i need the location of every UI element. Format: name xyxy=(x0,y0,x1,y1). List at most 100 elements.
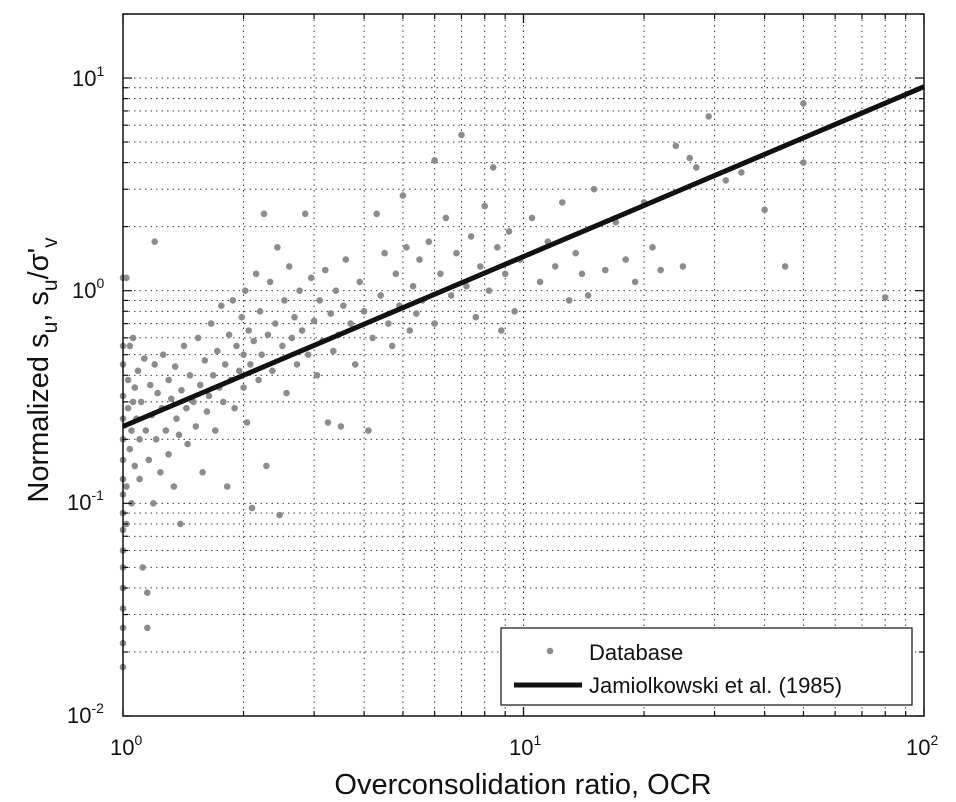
data-point xyxy=(184,440,191,448)
data-point xyxy=(365,427,372,434)
data-point xyxy=(242,287,249,295)
data-point xyxy=(281,297,288,304)
data-point xyxy=(139,564,146,571)
data-point xyxy=(220,398,227,406)
data-point xyxy=(316,297,324,304)
x-axis-title: Overconsolidation ratio, OCR xyxy=(334,769,711,801)
data-point xyxy=(266,278,274,286)
data-point xyxy=(285,263,293,270)
data-point xyxy=(243,419,251,426)
data-point xyxy=(231,404,238,412)
data-point xyxy=(151,238,158,245)
data-point xyxy=(293,361,301,368)
data-point xyxy=(264,331,272,339)
data-point xyxy=(881,294,889,301)
data-point xyxy=(197,381,204,389)
data-point xyxy=(276,511,283,519)
data-point xyxy=(147,381,154,389)
data-point xyxy=(165,451,172,458)
data-point xyxy=(304,351,312,359)
data-point xyxy=(263,462,270,470)
data-point xyxy=(170,483,178,490)
data-point xyxy=(501,270,509,278)
y-tick-label-3: 101 xyxy=(72,63,104,91)
data-point xyxy=(342,256,350,263)
data-point xyxy=(128,427,135,434)
data-point xyxy=(351,361,359,368)
data-point xyxy=(298,327,306,334)
data-point xyxy=(223,483,231,490)
data-point xyxy=(141,355,148,362)
data-point xyxy=(340,302,347,310)
data-point xyxy=(327,310,335,317)
data-point xyxy=(142,427,150,434)
data-point xyxy=(274,244,281,251)
fit-line xyxy=(122,84,925,429)
data-point xyxy=(194,334,202,342)
data-point xyxy=(151,361,158,368)
data-point xyxy=(199,469,206,476)
legend-database-label: Database xyxy=(589,640,683,665)
data-point xyxy=(252,270,260,278)
data-point xyxy=(283,389,290,397)
tick-marks xyxy=(122,13,925,717)
data-point xyxy=(124,404,132,412)
data-point xyxy=(175,431,183,439)
data-point xyxy=(240,351,247,359)
legend-box xyxy=(500,627,913,706)
legend: Database Jamiolkowski et al. (1985) xyxy=(500,627,913,706)
data-point xyxy=(505,228,513,235)
data-point xyxy=(761,206,768,214)
data-point xyxy=(124,376,132,384)
data-point xyxy=(649,244,656,251)
x-tick-label-2: 102 xyxy=(906,732,938,760)
data-point xyxy=(212,427,219,434)
data-point xyxy=(738,169,745,176)
data-point xyxy=(123,274,130,282)
data-point xyxy=(584,292,592,299)
data-point xyxy=(310,317,318,325)
data-point xyxy=(360,308,368,315)
data-point xyxy=(602,266,609,274)
data-point xyxy=(622,256,629,263)
x-tick-label-1: 101 xyxy=(509,732,541,760)
data-point xyxy=(145,456,153,464)
data-point xyxy=(137,398,145,406)
data-point xyxy=(247,361,254,368)
data-point xyxy=(225,331,233,339)
x-tick-label-0: 100 xyxy=(110,732,142,760)
data-point xyxy=(288,334,296,342)
data-point xyxy=(481,202,489,210)
data-point xyxy=(313,372,321,379)
data-point xyxy=(258,351,266,359)
data-point xyxy=(207,320,215,327)
jamiolkowski-line xyxy=(122,84,925,429)
data-point xyxy=(705,113,712,120)
data-point xyxy=(431,157,438,164)
data-point xyxy=(144,589,151,596)
data-point xyxy=(409,282,417,290)
data-point xyxy=(356,278,364,286)
data-point xyxy=(392,270,400,278)
data-point xyxy=(322,266,329,274)
data-point xyxy=(171,363,179,370)
grid xyxy=(123,14,924,716)
data-point xyxy=(248,504,256,512)
data-point xyxy=(238,313,246,321)
data-point xyxy=(256,308,264,315)
data-point xyxy=(203,408,211,415)
data-point xyxy=(192,423,200,430)
data-point xyxy=(324,419,332,426)
data-point xyxy=(800,100,807,107)
data-point xyxy=(472,313,480,321)
data-point xyxy=(214,347,221,355)
data-point xyxy=(209,372,217,379)
data-point xyxy=(235,367,243,375)
data-point xyxy=(385,320,392,327)
data-point xyxy=(255,376,262,384)
data-point xyxy=(173,415,180,423)
data-point xyxy=(190,398,197,406)
data-point xyxy=(672,142,680,150)
data-point xyxy=(272,320,279,327)
